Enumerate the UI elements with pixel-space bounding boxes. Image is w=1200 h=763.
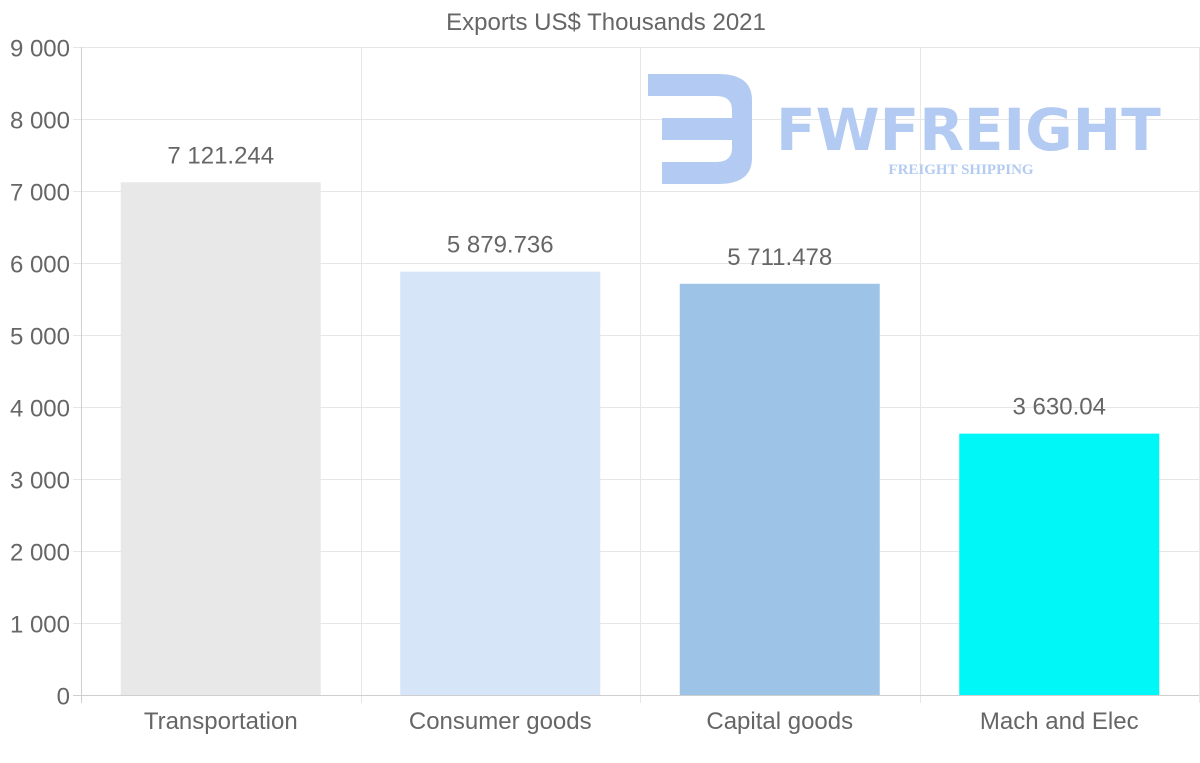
data-label: 5 879.736: [447, 232, 554, 259]
data-label: 7 121.244: [167, 142, 274, 169]
y-tick-label: 4 000: [10, 396, 70, 423]
fw-logo-icon: [648, 74, 752, 184]
data-label: 3 630.04: [1013, 394, 1106, 421]
watermark-logo: FWFREIGHT FREIGHT SHIPPING: [648, 74, 1161, 184]
y-tick-label: 7 000: [10, 180, 70, 207]
y-tick-label: 0: [57, 684, 70, 711]
bar: [959, 433, 1160, 695]
y-tick-label: 2 000: [10, 540, 70, 567]
bar: [120, 182, 321, 695]
x-tick-label: Capital goods: [706, 708, 853, 735]
bars: [120, 182, 1160, 695]
watermark-tagline: FREIGHT SHIPPING: [888, 162, 1033, 178]
y-tick-label: 5 000: [10, 324, 70, 351]
data-label: 5 711.478: [727, 244, 832, 271]
watermark-brand: FWFREIGHT: [776, 96, 1161, 164]
axes: 0 1 000 2 000 3 000 4 000 5 000 6 000 7 000 8 00…: [10, 36, 1199, 735]
y-tick-label: 3 000: [10, 468, 70, 495]
y-tick-label: 8 000: [10, 108, 70, 135]
y-tick-label: 6 000: [10, 252, 70, 279]
x-tick-label: Transportation: [144, 708, 298, 735]
x-tick-label: Consumer goods: [409, 708, 592, 735]
chart-title: Exports US$ Thousands 2021: [446, 9, 766, 36]
y-tick-label: 9 000: [10, 36, 70, 63]
data-labels: 7 121.244 5 879.736 5 711.478 3 630.04: [167, 142, 1106, 420]
bar: [400, 271, 601, 695]
y-tick-label: 1 000: [10, 612, 70, 639]
bar: [679, 283, 880, 695]
x-tick-label: Mach and Elec: [980, 708, 1139, 735]
